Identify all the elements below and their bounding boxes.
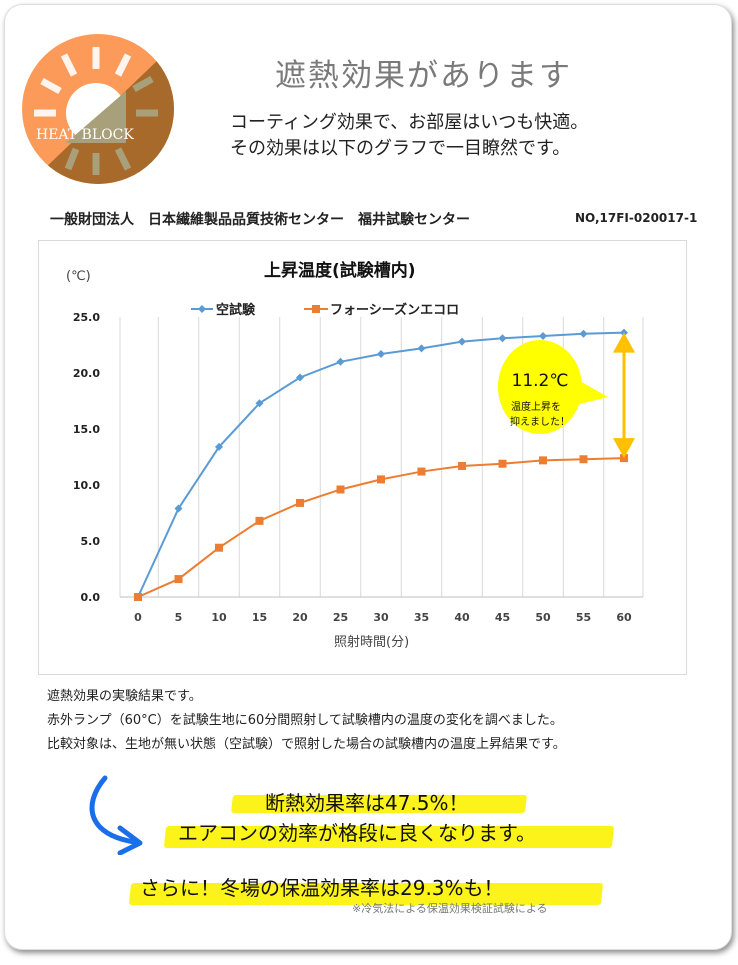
y-tick-label: 25.0: [73, 311, 100, 324]
x-tick-label: 30: [373, 611, 389, 624]
data-point-square: [215, 543, 223, 552]
x-tick-label: 40: [454, 611, 470, 624]
report-number: NO,17FI-020017-1: [575, 211, 698, 225]
aircon-efficiency-text: エアコンの効率が格段に良くなります。: [178, 821, 536, 845]
data-point-square: [296, 498, 304, 507]
x-tick-label: 5: [175, 611, 183, 624]
organization-name: 一般財団法人 日本繊維製品品質技術センター 福井試験センター: [50, 212, 470, 228]
legend-marker-square: [312, 305, 320, 313]
legend-label-series-2: フォーシーズンエコロ: [330, 302, 459, 318]
note-line-1: 遮熱効果の実験結果です。: [47, 689, 202, 704]
note-line-3: 比較対象は、生地が無い状態（空試験）で照射した場合の試験槽内の温度上昇結果です。: [47, 737, 566, 752]
legend: 空試験 フォーシーズンエコロ: [191, 302, 459, 318]
x-tick-label: 15: [252, 611, 267, 624]
logo-text: HEAT BLOCK: [36, 127, 134, 143]
annotation-line-2: 抑えました！: [510, 416, 570, 428]
x-tick-label: 35: [414, 611, 429, 624]
annotation-line-1: 温度上昇を: [511, 400, 561, 413]
data-point-square: [377, 475, 385, 484]
annotation-bubble: [498, 340, 582, 434]
data-point-square: [579, 455, 588, 464]
x-tick-label: 55: [576, 611, 591, 624]
data-point-square: [174, 575, 183, 584]
x-tick-label: 45: [495, 611, 510, 624]
data-point-diamond: [579, 329, 588, 338]
insulation-rate-text: 断熱効果率は47.5%！: [265, 791, 469, 815]
data-point-diamond: [620, 328, 628, 337]
chart-frame: [38, 240, 687, 675]
arrow-head-up: [613, 332, 635, 353]
annotation-value: 11.2℃: [512, 371, 569, 391]
lead-line-2: その効果は以下のグラフで一目瞭然です。: [230, 138, 571, 159]
legend-marker-diamond: [198, 305, 206, 313]
data-point-diamond: [498, 334, 507, 343]
x-tick-label: 10: [211, 611, 227, 624]
x-axis-label: 照射時間(分): [334, 634, 409, 650]
data-point-square: [498, 459, 507, 468]
x-tick-label: 20: [292, 611, 308, 624]
x-tick-label: 60: [616, 611, 632, 624]
difference-arrow: [613, 332, 635, 459]
y-tick-label: 10.0: [73, 479, 100, 492]
x-tick-label: 50: [535, 611, 551, 624]
data-point-diamond: [377, 349, 385, 358]
heat-block-logo: HEAT BLOCK: [22, 34, 174, 184]
x-tick-label: 0: [134, 611, 142, 624]
annotation: 11.2℃ 温度上昇を 抑えました！: [498, 332, 635, 459]
data-point-square: [539, 456, 547, 465]
y-axis-label: (℃): [66, 269, 91, 284]
y-tick-label: 20.0: [73, 367, 100, 380]
data-point-diamond: [539, 332, 547, 341]
data-point-diamond: [174, 504, 183, 513]
notes: 遮熱効果の実験結果です。 赤外ランプ（60°C）を試験生地に60分間照射して試験…: [47, 685, 566, 757]
data-point-diamond: [215, 442, 223, 451]
lead-text: コーティング効果で、お部屋はいつも快適。 その効果は以下のグラフで一目瞭然です。: [230, 110, 588, 162]
data-point-diamond: [417, 344, 426, 353]
data-point-square: [255, 516, 264, 525]
legend-label-series-1: 空試験: [216, 302, 256, 318]
note-line-2: 赤外ランプ（60°C）を試験生地に60分間照射して試験槽内の温度の変化を調べまし…: [47, 713, 563, 728]
data-point-square: [458, 461, 466, 470]
page-title: 遮熱効果があります: [275, 58, 572, 94]
y-tick-label: 5.0: [81, 535, 101, 548]
lead-line-1: コーティング効果で、お部屋はいつも快適。: [230, 112, 589, 133]
data-point-square: [336, 485, 345, 494]
chart-title: 上昇温度(試験槽内): [264, 260, 416, 281]
annotation-bubble-tail: [576, 380, 608, 405]
heat-retention-text: さらに！冬場の保温効果率は29.3%も！: [140, 876, 504, 900]
data-point-diamond: [458, 337, 466, 346]
y-tick-label: 0.0: [81, 591, 101, 604]
footnote: ※冷気法による保温効果検証試験による: [352, 902, 548, 915]
y-tick-label: 15.0: [73, 423, 100, 436]
arrow-head-down: [613, 438, 635, 459]
x-tick-label: 25: [333, 611, 348, 624]
data-point-square: [134, 593, 142, 601]
line-chart: 上昇温度(試験槽内) (℃) 照射時間(分) 空試験 フォーシーズンエコロ 0.…: [66, 260, 644, 650]
data-point-diamond: [336, 357, 345, 366]
data-point-diamond: [255, 399, 264, 408]
data-point-square: [417, 467, 426, 476]
data-point-diamond: [296, 373, 304, 382]
curved-arrow-icon: [89, 775, 143, 855]
